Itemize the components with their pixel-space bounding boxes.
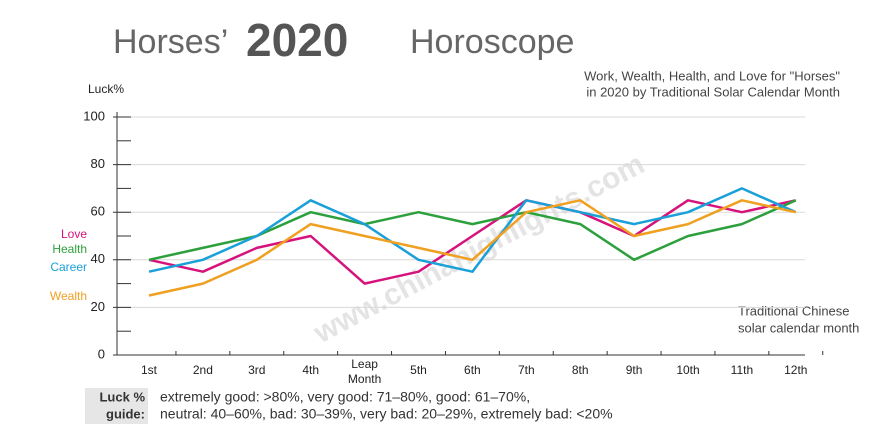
- y-tick-label: 0: [98, 346, 105, 361]
- y-axis-label: Luck%: [88, 82, 124, 96]
- x-tick-label-line: Month: [348, 372, 381, 386]
- watermark: www.chinahighlights.com: [308, 147, 650, 350]
- legend-label: Wealth: [50, 289, 87, 303]
- guide-label: Luck %: [99, 389, 145, 404]
- line-series: [148, 199, 797, 297]
- x-tick-label: 7th: [518, 363, 535, 377]
- x-axis-label: Traditional Chinese: [738, 303, 850, 318]
- x-tick-label: 3rd: [248, 363, 265, 377]
- legend-label: Health: [52, 242, 87, 256]
- title-left: Horses’: [113, 23, 228, 61]
- x-tick-label: 6th: [464, 363, 481, 377]
- y-tick-label: 100: [83, 108, 105, 123]
- y-tick-label: 80: [91, 156, 105, 171]
- subtitle: Work, Wealth, Health, and Love for "Hors…: [584, 68, 840, 83]
- x-tick-label: 5th: [410, 363, 427, 377]
- legend-label: Career: [50, 260, 87, 274]
- legend-label: Love: [61, 227, 87, 241]
- x-tick-label: 8th: [572, 363, 589, 377]
- x-axis-label: solar calendar month: [738, 320, 859, 335]
- line-series: [148, 187, 797, 273]
- title-right: Horoscope: [410, 23, 574, 61]
- x-tick-label: 4th: [302, 363, 319, 377]
- line-series: [148, 199, 797, 285]
- x-tick-label: 9th: [626, 363, 643, 377]
- title-logo: 2020: [246, 14, 348, 66]
- guide-text: neutral: 40–60%, bad: 30–39%, very bad: …: [160, 406, 613, 422]
- guide-text: extremely good: >80%, very good: 71–80%,…: [160, 389, 530, 405]
- guide-box: [85, 388, 148, 424]
- y-tick-label: 40: [91, 251, 105, 266]
- x-tick-label: 10th: [676, 363, 699, 377]
- x-tick-label: 12th: [784, 363, 807, 377]
- guide-label: guide:: [106, 406, 145, 421]
- x-tick-label: 11th: [731, 363, 753, 377]
- subtitle: in 2020 by Traditional Solar Calendar Mo…: [586, 84, 840, 99]
- x-tick-label-line: Leap: [351, 357, 378, 371]
- x-tick-label: Leap Month: [348, 357, 381, 386]
- x-tick-label: 1st: [141, 363, 158, 377]
- y-tick-label: 20: [91, 299, 105, 314]
- y-tick-label: 60: [91, 204, 105, 219]
- x-tick-label: 2nd: [193, 363, 213, 377]
